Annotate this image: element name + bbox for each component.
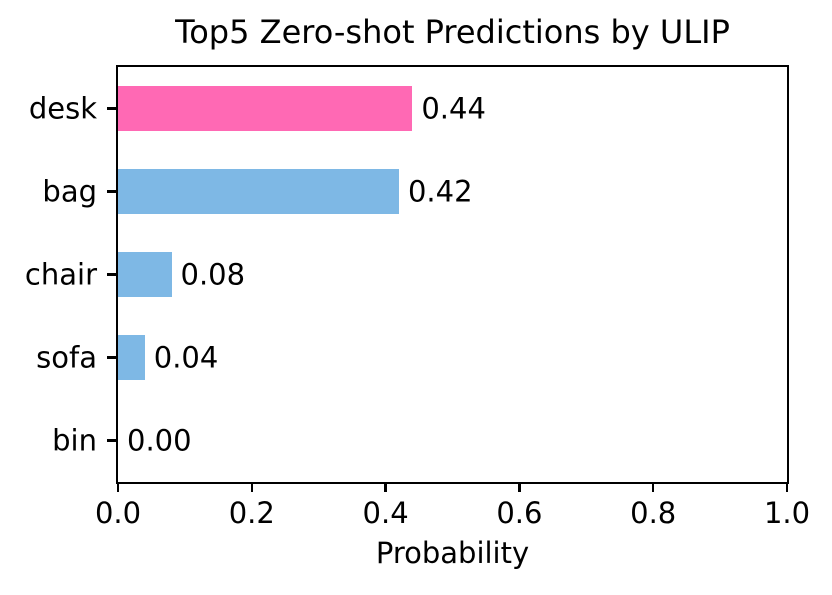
y-tick-chair bbox=[107, 273, 116, 276]
bar-sofa bbox=[118, 335, 145, 380]
x-tick-label-1.0: 1.0 bbox=[763, 496, 811, 530]
category-label-sofa: sofa bbox=[36, 339, 97, 374]
x-tick-0.4 bbox=[384, 483, 387, 492]
x-tick-label-0.4: 0.4 bbox=[362, 496, 409, 530]
x-tick-label-0.6: 0.6 bbox=[496, 496, 543, 530]
value-label-bag: 0.42 bbox=[407, 173, 473, 208]
value-label-desk: 0.44 bbox=[421, 90, 486, 125]
category-label-desk: desk bbox=[28, 90, 97, 125]
y-tick-desk bbox=[107, 107, 116, 110]
x-tick-0.8 bbox=[651, 483, 655, 492]
value-label-bin: 0.00 bbox=[127, 422, 192, 457]
bar-bag bbox=[118, 169, 399, 214]
x-tick-label-0.0: 0.0 bbox=[94, 496, 142, 530]
x-tick-label-0.2: 0.2 bbox=[228, 496, 275, 530]
x-tick-1.0 bbox=[785, 483, 789, 492]
y-tick-sofa bbox=[107, 356, 116, 359]
category-label-bag: bag bbox=[42, 173, 97, 208]
y-tick-bag bbox=[107, 190, 116, 193]
x-tick-0.2 bbox=[250, 483, 254, 492]
x-tick-label-0.8: 0.8 bbox=[630, 496, 677, 530]
category-label-chair: chair bbox=[24, 256, 97, 291]
x-tick-0.6 bbox=[518, 483, 521, 492]
value-label-chair: 0.08 bbox=[180, 256, 246, 291]
chart-title: Top5 Zero-shot Predictions by ULIP bbox=[175, 13, 730, 51]
x-tick-0.0 bbox=[116, 483, 120, 492]
y-tick-bin bbox=[107, 439, 116, 442]
x-axis-label: Probability bbox=[375, 536, 530, 570]
value-label-sofa: 0.04 bbox=[153, 339, 219, 374]
category-label-bin: bin bbox=[52, 422, 97, 457]
bar-desk bbox=[118, 86, 413, 131]
bar-chair bbox=[118, 252, 172, 297]
plot-area: desk 0.44 bag 0.42 chair 0.08 sofa 0.04 bin 0.00 0… bbox=[25, 65, 810, 530]
